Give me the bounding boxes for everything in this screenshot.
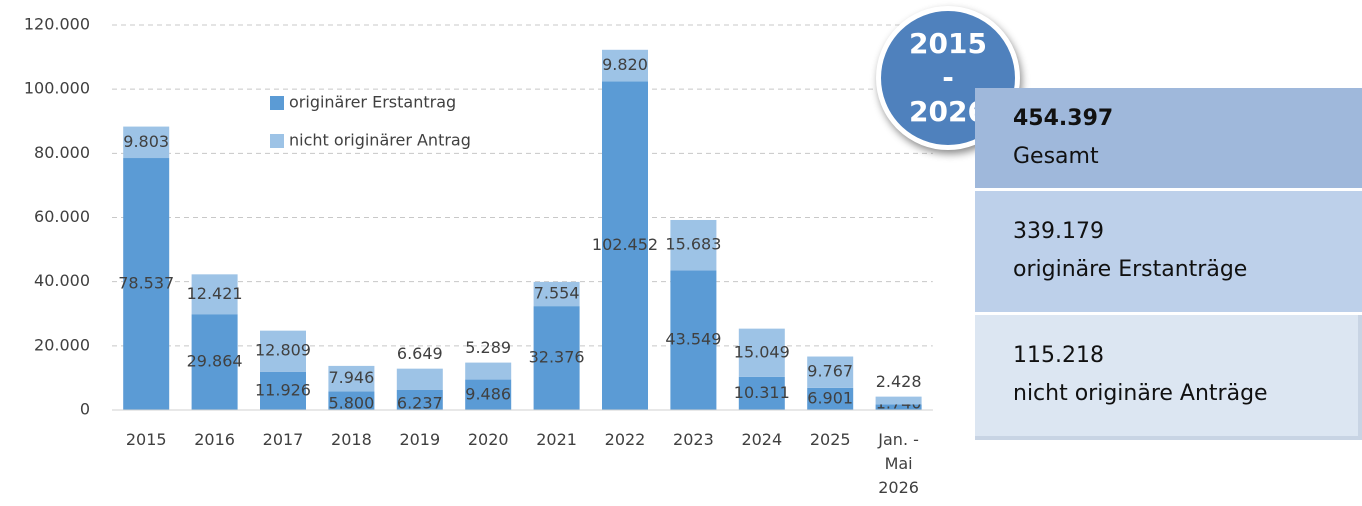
y-tick-label: 80.000 [34, 143, 90, 162]
bar-segment [670, 219, 717, 271]
data-label: 6.237 [397, 394, 443, 413]
data-label: 9.486 [465, 384, 511, 403]
summary-box: 115.218 nicht originäre Anträge [975, 315, 1362, 440]
bar-segment [396, 368, 443, 390]
data-label: 15.049 [734, 342, 790, 361]
legend-swatch [270, 96, 284, 110]
summary-value: 115.218 [1013, 343, 1104, 368]
summary-label: originäre Erstanträge [1013, 257, 1248, 282]
badge-line: 2026 [909, 95, 987, 128]
x-tick-label: Jan. - Mai 2026 [878, 430, 919, 497]
total-label: Gesamt [1013, 144, 1099, 169]
x-tick-label: 2023 [673, 430, 714, 449]
bar-segment [328, 391, 375, 410]
bar-segment [738, 328, 785, 377]
data-label: 15.683 [665, 235, 721, 254]
x-tick-label: 2017 [262, 430, 304, 449]
data-label: 2.428 [876, 372, 922, 391]
data-label: 11.926 [255, 380, 311, 399]
bar-segment [533, 281, 580, 307]
data-label: 5.800 [328, 394, 374, 413]
x-tick-label: 2016 [194, 430, 235, 449]
data-label: 78.537 [118, 274, 174, 293]
bar-segment [602, 81, 648, 410]
y-tick-label: 20.000 [34, 335, 90, 354]
y-tick-label: 60.000 [34, 207, 90, 226]
data-label: 5.289 [465, 338, 511, 357]
bar-segment [328, 365, 375, 392]
data-label: 10.311 [734, 383, 790, 402]
bar-segment [123, 126, 170, 159]
data-label: 29.864 [187, 352, 243, 371]
data-label: 6.649 [397, 344, 443, 363]
data-label: 6.901 [807, 388, 853, 407]
bar-segment [396, 389, 443, 410]
data-label: 43.549 [665, 330, 721, 349]
total-box: 454.397 Gesamt [975, 88, 1362, 188]
data-label: 32.376 [529, 348, 585, 367]
bar-segment [465, 362, 512, 380]
legend-swatch [270, 134, 284, 148]
bar-segment [807, 387, 854, 410]
x-tick-label: 2022 [604, 430, 646, 449]
bar-segment [807, 356, 854, 388]
bar-segment [670, 270, 717, 410]
bar-segment [123, 158, 170, 410]
bar-segment [875, 404, 922, 410]
data-label: 12.421 [187, 284, 243, 303]
y-tick-label: 120.000 [24, 15, 90, 34]
bar-segment [738, 376, 785, 410]
data-label: 7.554 [534, 284, 580, 303]
bar-segment [260, 330, 306, 372]
y-tick-label: 100.000 [24, 79, 90, 98]
bar-segment [191, 314, 238, 410]
data-label: 9.803 [123, 132, 169, 151]
badge-line: - [942, 61, 954, 94]
summary-box: 339.179 originäre Erstanträge [975, 191, 1362, 312]
x-tick-label: 2024 [741, 430, 783, 449]
bar-segment [465, 379, 512, 410]
x-tick-label: 2018 [331, 430, 372, 449]
summary-value: 339.179 [1013, 219, 1104, 244]
legend-label: nicht originärer Antrag [289, 131, 471, 150]
chart: 0 20.000 40.000 60.000 80.000 100.000 120.000 7… [24, 15, 933, 419]
data-label: 102.452 [592, 235, 658, 254]
badge-line: 2015 [909, 27, 987, 60]
bar-segment [602, 49, 648, 82]
y-tick-label: 40.000 [34, 271, 90, 290]
data-label: 7.946 [328, 368, 374, 387]
data-label: 9.767 [807, 362, 853, 381]
x-tick-label: 2025 [809, 430, 851, 449]
summary-label: nicht originäre Anträge [1013, 381, 1268, 406]
x-tick-label: 2021 [536, 430, 577, 449]
data-label: 9.820 [602, 55, 648, 74]
y-tick-label: 0 [80, 400, 90, 419]
bar-segment [875, 396, 922, 405]
bar-segment [191, 274, 238, 315]
bar-segment [533, 306, 580, 410]
total-value: 454.397 [1013, 106, 1114, 131]
data-label: 12.809 [255, 341, 311, 360]
legend-label: originärer Erstantrag [289, 93, 456, 112]
x-tick-label: 2015 [125, 430, 167, 449]
bar-segment [260, 371, 306, 410]
x-tick-label: 2019 [399, 430, 441, 449]
x-tick-label: 2020 [467, 430, 509, 449]
